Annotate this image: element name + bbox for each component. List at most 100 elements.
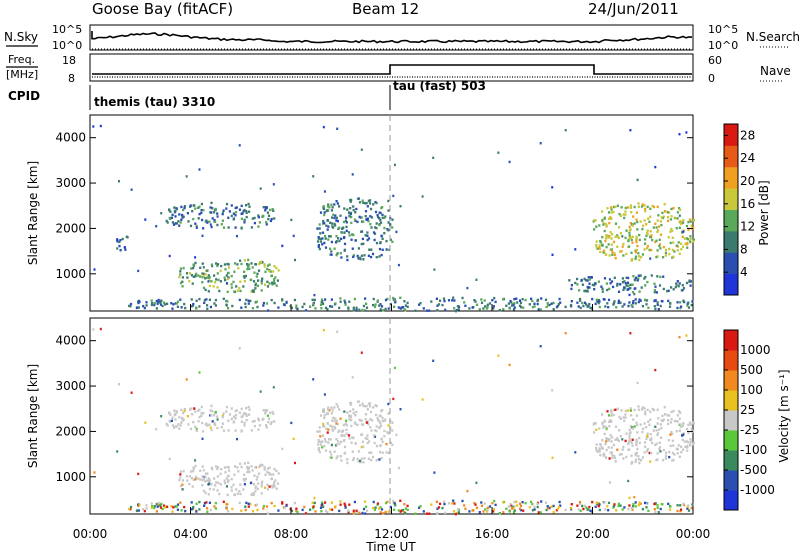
power-echo-cell	[364, 234, 367, 237]
power-echo-cell	[391, 226, 394, 229]
velocity-echo-cell	[181, 417, 184, 420]
velocity-echo-cell	[183, 408, 186, 411]
power-echo-cell	[646, 280, 649, 284]
power-echo-cell	[178, 213, 181, 216]
power-echo-cell	[336, 252, 339, 255]
power-echo-cell	[616, 245, 619, 248]
power-echo-cell	[391, 218, 394, 221]
power-echo-cell	[208, 298, 211, 301]
velocity-echo-cell	[233, 493, 236, 496]
velocity-echo-cell	[556, 507, 559, 511]
power-echo-cell	[528, 303, 531, 306]
velocity-echo-cell	[359, 459, 362, 463]
velocity-echo-cell	[235, 488, 238, 491]
velocity-echo-cell	[598, 508, 601, 512]
power-echo-cell	[191, 210, 194, 213]
velocity-echo-cell	[612, 506, 615, 509]
power-echo-cell	[442, 297, 446, 300]
velocity-echo-cell	[325, 412, 328, 416]
velocity-echo-cell	[267, 420, 270, 424]
power-echo-cell	[290, 218, 293, 222]
power-echo-cell	[418, 303, 421, 306]
velocity-echo-cell	[210, 404, 213, 408]
power-echo-cell	[170, 216, 173, 219]
power-echo-cell	[625, 252, 628, 256]
power-echo-cell	[680, 242, 683, 245]
power-echo-cell	[221, 212, 224, 216]
velocity-echo-cell	[197, 409, 200, 412]
velocity-echo-cell	[364, 418, 367, 421]
power-echo-cell	[324, 306, 328, 310]
power-echo-cell	[333, 247, 336, 250]
power-echo-cell	[451, 299, 454, 302]
velocity-echo-cell	[155, 510, 158, 513]
velocity-echo-cell	[266, 483, 269, 486]
velocity-echo-cell	[665, 451, 668, 455]
power-echo-cell	[621, 235, 624, 238]
velocity-echo-cell	[290, 509, 293, 513]
velocity-echo-cell	[93, 471, 96, 474]
velocity-echo-cell	[636, 381, 639, 385]
power-echo-cell	[343, 231, 346, 234]
velocity-echo-cell	[246, 466, 249, 469]
power-echo-cell	[326, 228, 329, 231]
velocity-echo-cell	[618, 429, 621, 432]
power-echo-cell	[380, 234, 383, 238]
velocity-echo-cell	[223, 466, 226, 469]
power-echo-cell	[593, 288, 596, 291]
power-echo-cell	[581, 301, 584, 305]
velocity-echo-cell	[437, 506, 441, 509]
power-echo-cell	[245, 211, 248, 214]
velocity-echo-cell	[617, 439, 620, 443]
power-echo-cell	[656, 219, 659, 222]
power-echo-cell	[430, 300, 433, 303]
velocity-echo-cell	[374, 429, 377, 432]
velocity-echo-cell	[309, 508, 312, 511]
power-echo-cell	[661, 211, 664, 215]
velocity-echo-cell	[594, 422, 597, 425]
velocity-echo-cell	[648, 451, 651, 455]
power-echo-cell	[595, 240, 598, 243]
velocity-echo-cell	[444, 511, 447, 515]
power-echo-cell	[253, 271, 256, 274]
velocity-echo-cell	[344, 506, 347, 509]
velocity-echo-cell	[618, 453, 622, 456]
velocity-echo-cell	[364, 405, 367, 408]
power-echo-cell	[358, 308, 361, 311]
velocity-echo-cell	[243, 483, 246, 486]
power-echo-cell	[636, 244, 639, 248]
velocity-echo-cell	[558, 500, 561, 504]
power-echo-cell	[480, 298, 483, 301]
power-colorbar-tick: 28	[740, 128, 755, 142]
velocity-echo-cell	[638, 436, 641, 440]
power-echo-cell	[621, 281, 624, 284]
velocity-echo-cell	[188, 482, 191, 486]
power-echo-cell	[116, 238, 119, 241]
velocity-echo-cell	[659, 450, 662, 453]
velocity-echo-cell	[605, 448, 608, 452]
power-echo-cell	[393, 163, 396, 167]
velocity-echo-cell	[668, 414, 671, 417]
power-echo-cell	[397, 263, 400, 267]
power-echo-cell	[654, 299, 657, 302]
velocity-echo-cell	[156, 505, 159, 508]
velocity-echo-cell	[179, 476, 182, 479]
colorbar-swatch	[724, 490, 738, 511]
velocity-echo-cell	[204, 476, 207, 479]
velocity-echo-cell	[367, 402, 370, 406]
power-echo-cell	[605, 282, 608, 285]
velocity-echo-cell	[350, 441, 353, 444]
velocity-echo-cell	[675, 430, 678, 433]
velocity-echo-cell	[265, 424, 268, 427]
power-echo-cell	[239, 289, 242, 293]
power-echo-cell	[654, 307, 657, 311]
velocity-echo-cell	[679, 504, 682, 507]
power-echo-cell	[681, 284, 684, 287]
power-echo-cell	[392, 194, 395, 198]
power-echo-cell	[608, 278, 611, 281]
velocity-echo-cell	[634, 501, 637, 504]
velocity-echo-cell	[202, 412, 205, 415]
power-echo-cell	[645, 303, 648, 306]
power-echo-cell	[168, 216, 171, 220]
power-echo-cell	[235, 285, 238, 288]
